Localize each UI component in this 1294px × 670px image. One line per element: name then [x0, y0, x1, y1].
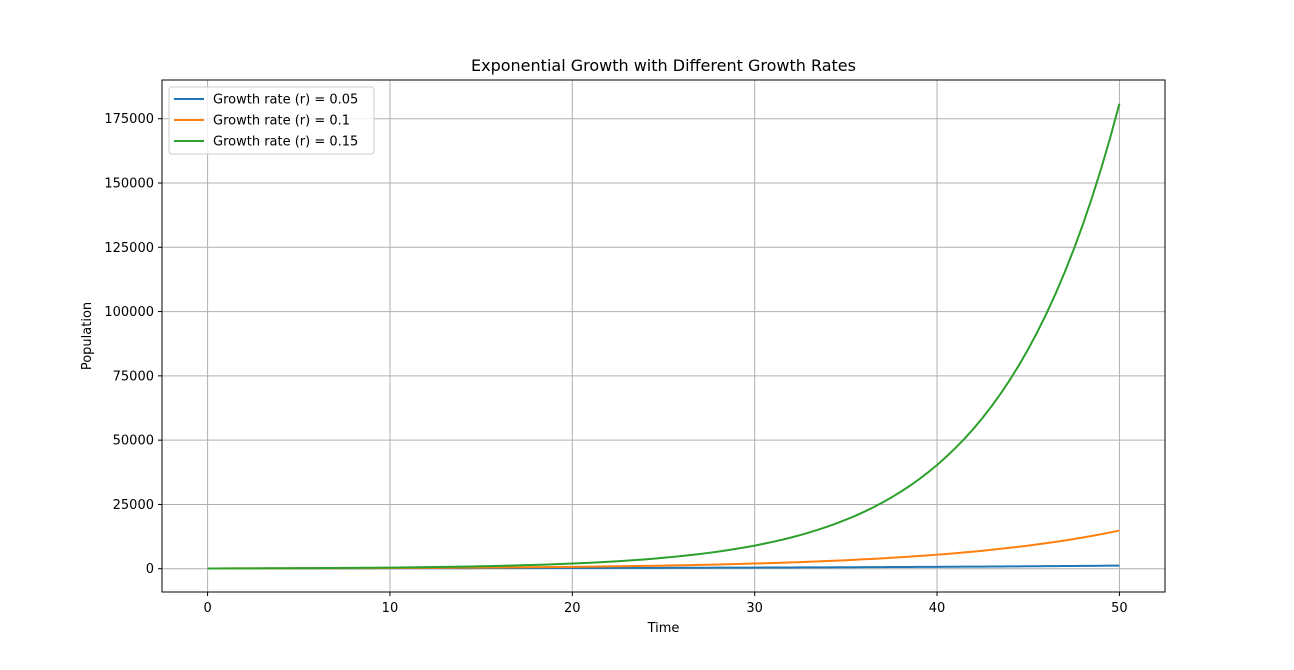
y-tick-label: 75000	[113, 369, 154, 384]
y-axis-label: Population	[80, 302, 95, 370]
y-tick-label: 50000	[113, 434, 154, 449]
x-tick-label: 20	[564, 601, 581, 616]
legend-box	[168, 86, 375, 155]
x-axis-label: Time	[647, 621, 680, 636]
plot-frame	[161, 79, 1166, 593]
x-tick-label: 30	[746, 601, 763, 616]
x-tick-label: 10	[382, 601, 399, 616]
series-layer	[207, 103, 1121, 570]
series-line-3	[207, 103, 1121, 570]
y-tick-label: 100000	[104, 305, 154, 320]
chart-title: Exponential Growth with Different Growth…	[471, 56, 856, 75]
legend: Growth rate (r) = 0.05 Growth rate (r) = …	[168, 86, 375, 155]
grid-layer	[162, 80, 1165, 592]
y-tick-label: 125000	[104, 241, 154, 256]
tick-layer: 0 10 20 30 40 50 0 25000 50000 75000 100000 125000 1…	[104, 112, 1127, 616]
x-tick-label: 40	[929, 601, 946, 616]
legend-label-3: Growth rate (r) = 0.15	[213, 135, 358, 150]
y-tick-label: 175000	[104, 112, 154, 127]
y-tick-label: 25000	[113, 498, 154, 513]
legend-label-1: Growth rate (r) = 0.05	[213, 93, 358, 108]
legend-label-2: Growth rate (r) = 0.1	[213, 114, 350, 129]
x-tick-label: 0	[203, 601, 211, 616]
y-tick-label: 0	[146, 562, 154, 577]
x-tick-label: 50	[1111, 601, 1128, 616]
y-tick-label: 150000	[104, 176, 154, 191]
